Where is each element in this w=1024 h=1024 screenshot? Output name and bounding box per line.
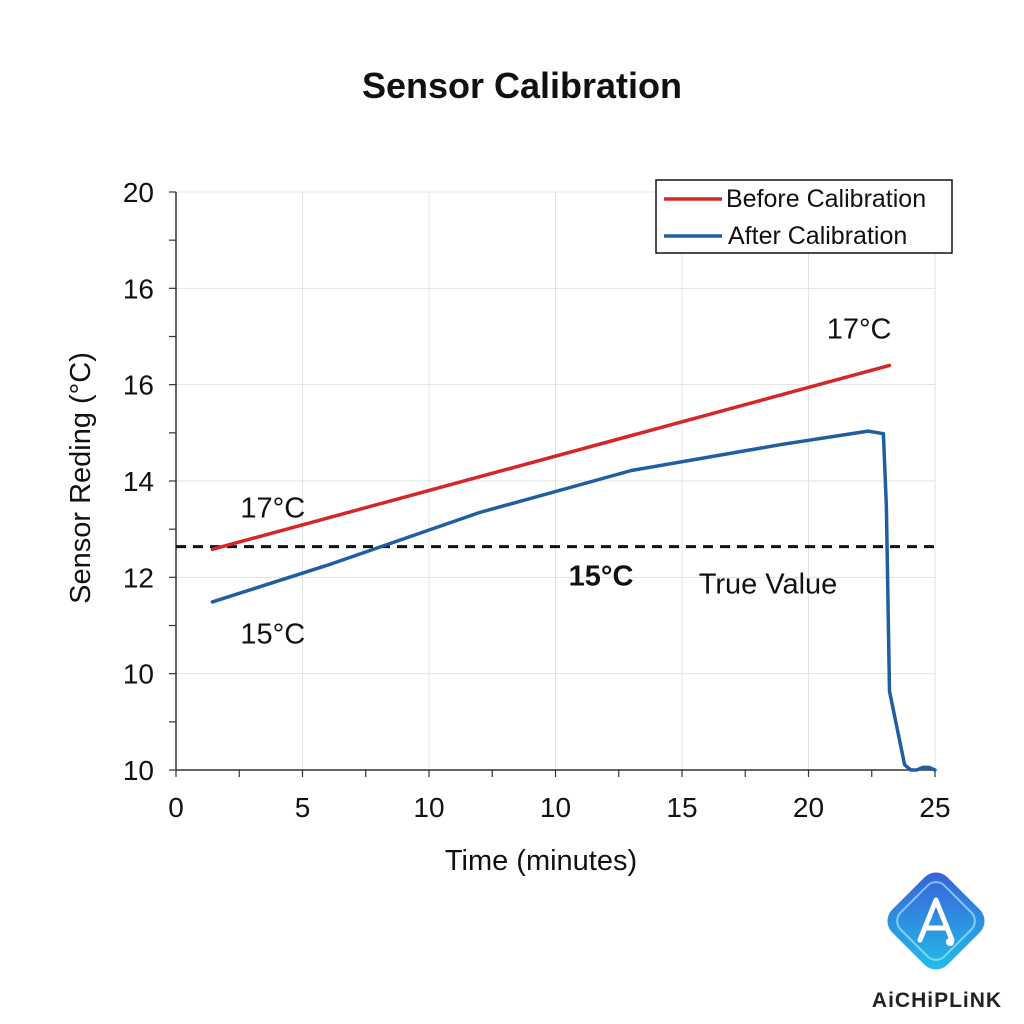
tick-labels: 0 5 10 10 15 20 25 20 16 16 14 12 10 10 bbox=[123, 177, 951, 823]
annotation-label: 17°C bbox=[827, 314, 892, 346]
x-tick-label: 10 bbox=[540, 792, 571, 823]
axes bbox=[169, 191, 936, 777]
x-tick-label: 0 bbox=[168, 792, 184, 823]
legend-label-before: Before Calibration bbox=[726, 185, 926, 213]
y-tick-label: 10 bbox=[123, 755, 154, 786]
chart-title: Sensor Calibration bbox=[362, 65, 682, 106]
logo-badge-icon bbox=[887, 872, 985, 970]
x-tick-label: 20 bbox=[793, 792, 824, 823]
y-tick-label: 20 bbox=[123, 177, 154, 208]
annotation-label: 15°C bbox=[569, 561, 634, 593]
legend-box bbox=[655, 179, 953, 254]
series-line-after bbox=[210, 429, 937, 772]
x-tick-label: 10 bbox=[413, 792, 444, 823]
annotations: 17°C 15°C 17°C 15°C bbox=[240, 314, 891, 651]
x-tick-label: 25 bbox=[919, 792, 950, 823]
y-tick-label: 14 bbox=[123, 466, 154, 497]
series-line-before bbox=[210, 363, 892, 552]
y-tick-label: 12 bbox=[123, 562, 154, 593]
x-tick-label: 5 bbox=[295, 792, 311, 823]
annotation-label: 17°C bbox=[240, 492, 305, 524]
series-group bbox=[210, 363, 937, 772]
legend: Before Calibration After Calibration bbox=[655, 179, 953, 254]
y-tick-label: 10 bbox=[123, 659, 154, 690]
true-value-label: True Value bbox=[699, 569, 838, 601]
brand-logo: AiCHiPLiNK bbox=[872, 872, 1002, 1012]
grid bbox=[175, 191, 936, 771]
y-axis-label: Sensor Reding (°C) bbox=[65, 352, 97, 604]
x-axis-label: Time (minutes) bbox=[445, 845, 637, 877]
y-tick-label: 16 bbox=[123, 370, 154, 401]
annotation-label: 15°C bbox=[240, 618, 305, 650]
logo-a-glyph-icon bbox=[917, 897, 955, 943]
y-tick-label: 16 bbox=[123, 273, 154, 304]
x-tick-label: 15 bbox=[666, 792, 697, 823]
reference-line-group: True Value bbox=[176, 545, 935, 601]
legend-label-after: After Calibration bbox=[728, 222, 907, 250]
watermark-text: AiCHiPLiNK bbox=[872, 989, 1002, 1012]
